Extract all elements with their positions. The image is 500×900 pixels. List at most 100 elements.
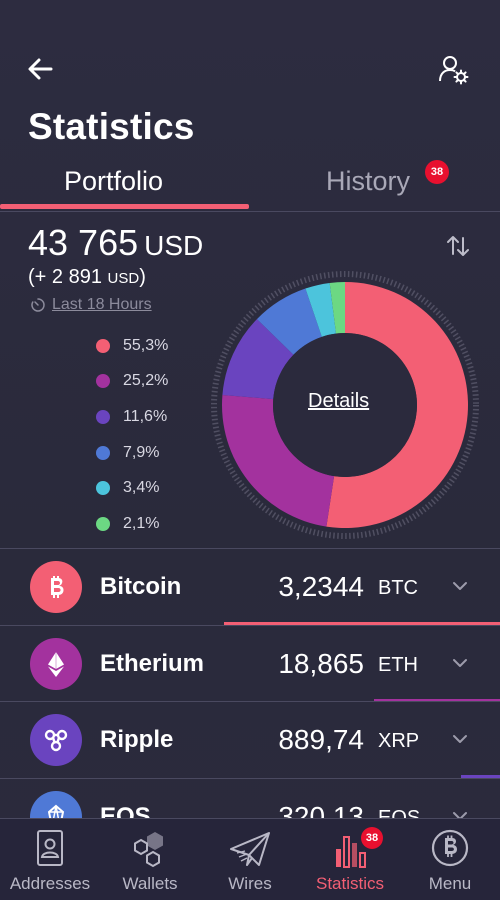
ripple-icon [44,729,68,752]
period-label: Last 18 Hours [52,296,152,313]
coin-name: Etherium [100,649,205,677]
legend-label: 55,3% [123,336,169,354]
coin-name: Bitcoin [100,573,182,600]
donut-slice[interactable] [221,394,335,527]
nav-menu[interactable]: Menu [400,819,500,900]
total-value: 43 765 [28,222,139,263]
legend-label: 3,4% [123,479,160,497]
back-button[interactable] [26,54,56,84]
tab-active-indicator [0,204,249,209]
bottom-navigation: Addresses Wallets Wires Statistics 38 Menu [0,818,500,900]
donut-hole [273,333,417,477]
history-badge: 38 [425,160,449,184]
nav-label: Wallets [122,874,178,893]
nav-label: Wires [228,874,272,893]
legend-label: 2,1% [123,514,160,532]
coin-symbol: XRP [378,730,420,752]
coin-symbol: ETH [378,653,418,676]
expand-button[interactable] [452,579,468,591]
donut-slice[interactable] [305,282,337,337]
legend-label: 7,9% [123,443,160,461]
coin-row-eos[interactable]: EOS 320,13 EOS [0,777,500,821]
sort-arrows-icon [447,236,469,256]
nav-label: Statistics [315,874,385,893]
arrow-left-icon [28,58,53,80]
nav-icon-wrap [325,827,375,871]
legend-color-dot [96,338,110,353]
legend-item: 3,4% [96,470,168,506]
nav-addresses[interactable]: Addresses [0,819,100,900]
bitcoin-icon [51,576,64,598]
nav-icon-wrap [25,827,75,871]
coin-share-bar [223,622,500,625]
legend-item: 55,3% [96,328,168,364]
nav-icon-wrap [225,827,275,871]
contact-card-icon [37,830,63,866]
tab-portfolio[interactable]: Portfolio [64,166,164,196]
donut-slice[interactable] [256,288,322,355]
legend-label: 11,6% [123,407,168,425]
change-prefix: (+ 2 891 [28,266,108,288]
page-title: Statistics [28,106,195,147]
period-selector[interactable]: Last 18 Hours [30,296,152,314]
coin-icon-badge [30,561,82,613]
chevron-down-icon [453,658,467,667]
paper-plane-icon [230,832,270,866]
coin-amount: 320,13 [278,800,364,821]
legend-color-dot [96,481,110,496]
change-suffix: ) [139,266,146,288]
coin-list: Bitcoin 3,2344 BTC Etherium 18,865 ETH Ripple 8… [0,548,500,820]
nav-wires[interactable]: Wires [200,819,300,900]
chevron-down-icon [453,735,467,743]
chart-legend: 55,3% 25,2% 11,6% 7,9% 3,4% 2,1% [96,328,168,542]
legend-item: 7,9% [96,435,168,471]
eos-icon [47,804,65,820]
tab-bar: Portfolio History 38 [0,160,500,212]
hexagons-icon [134,832,163,868]
total-currency: USD [144,230,204,261]
coin-amount: 3,2344 [278,571,364,602]
expand-button[interactable] [452,732,468,744]
profile-settings-button[interactable] [438,54,470,86]
timer-icon [31,298,45,312]
change-currency: USD [107,270,140,287]
ethereum-icon [48,651,64,677]
donut-slice[interactable] [222,319,294,400]
user-settings-icon [439,56,469,85]
nav-label: Addresses [9,874,91,893]
expand-button[interactable] [452,656,468,668]
portfolio-donut-chart [200,260,490,550]
coin-amount: 889,74 [278,724,364,755]
coin-name: EOS [100,802,151,821]
coin-icon-badge [30,714,82,766]
legend-color-dot [96,445,110,460]
donut-slice[interactable] [326,282,468,528]
nav-badge: 38 [361,827,383,849]
legend-color-dot [96,409,110,424]
coin-row-eth[interactable]: Etherium 18,865 ETH [0,624,500,702]
binary-ring-decoration [211,271,479,539]
coin-share-bar [374,698,500,702]
coin-row-btc[interactable]: Bitcoin 3,2344 BTC [0,548,500,625]
chevron-down-icon [453,582,467,590]
donut-slice[interactable] [329,282,345,334]
coin-symbol: BTC [378,577,418,599]
coin-row-xrp[interactable]: Ripple 889,74 XRP [0,701,500,778]
details-link[interactable]: Details [308,390,370,412]
portfolio-change: (+ 2 891 USD) [28,266,146,289]
nav-wallets[interactable]: Wallets [100,819,200,900]
coin-symbol: EOS [378,806,421,821]
legend-item: 11,6% [96,399,168,435]
coin-share-bar [460,775,500,778]
nav-statistics[interactable]: Statistics 38 [300,819,400,900]
bitcoin-circle-icon [431,829,469,867]
legend-item: 25,2% [96,364,168,400]
legend-item: 2,1% [96,506,168,542]
tab-history[interactable]: History [326,166,411,196]
sort-button[interactable] [444,232,472,260]
nav-icon-wrap [125,827,175,871]
portfolio-total: 43 765 USD [28,222,203,264]
coin-amount: 18,865 [278,647,364,679]
coin-name: Ripple [100,726,174,753]
